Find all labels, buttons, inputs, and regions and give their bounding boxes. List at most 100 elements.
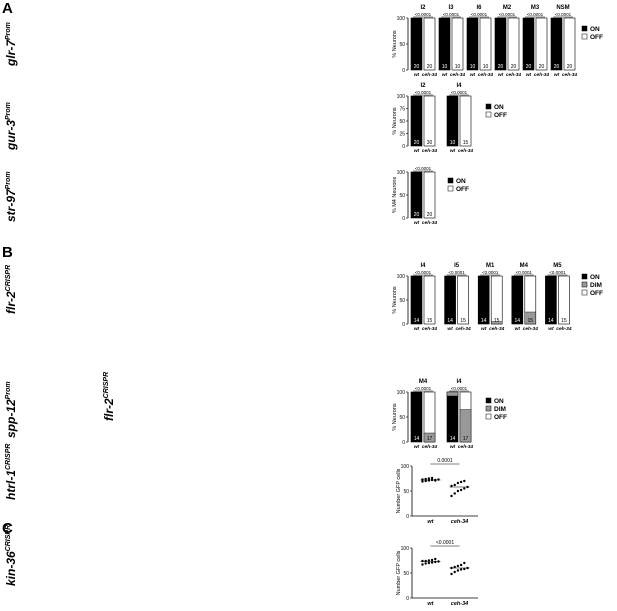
gene-name: kin-36: [4, 551, 18, 586]
bar-on: [411, 18, 422, 70]
bar-on: [439, 18, 450, 70]
bar-n-label: 17: [463, 436, 469, 442]
group-label: M4: [419, 379, 428, 385]
x-tick-label: wt: [450, 148, 456, 154]
p-value-label: <0.0001: [499, 12, 516, 17]
legend-label: OFF: [590, 290, 603, 297]
panel-label-c: C: [2, 520, 13, 537]
bar-off: [522, 17, 535, 71]
group-label: M4: [520, 263, 529, 269]
gene-superscript: CRISPR: [5, 264, 12, 292]
bar-on: [411, 276, 422, 324]
legend-label: ON: [494, 398, 504, 405]
data-point: [466, 566, 469, 570]
x-tick-label: ceh-34: [422, 326, 438, 332]
gene-label: flr-2CRISPR: [102, 372, 116, 421]
gene-superscript: CRISPR: [5, 524, 12, 552]
y-axis-label: Number GFP cells: [396, 468, 402, 513]
gene-label: gur-3Prom: [4, 102, 18, 150]
y-tick-label: 0: [402, 216, 405, 222]
bar-n-label: 30: [427, 140, 433, 146]
group-label: I5: [454, 263, 460, 269]
y-axis-label: % Neurons: [392, 107, 398, 134]
legend-swatch: [485, 405, 492, 412]
p-value-label: <0.0001: [451, 386, 468, 391]
gene-superscript: CRISPR: [103, 371, 110, 399]
bar-off: [423, 95, 436, 147]
legend-label: ON: [456, 178, 466, 185]
gene-superscript: Prom: [5, 102, 12, 120]
gene-label: flr-2CRISPR: [4, 265, 18, 314]
data-point: [424, 479, 427, 483]
bar-on: [447, 96, 458, 146]
bar-n-label: 20: [526, 64, 532, 70]
legend-swatch: [447, 177, 454, 184]
data-point: [434, 479, 437, 482]
x-tick-label: ceh-34: [455, 326, 471, 332]
bar-off: [479, 17, 492, 71]
bar-dim: [491, 321, 503, 325]
bar-off: [410, 17, 423, 71]
x-tick-label: ceh-34: [562, 72, 578, 78]
bar-off: [558, 275, 570, 325]
y-tick-label: 100: [397, 16, 406, 22]
bar-off: [410, 391, 423, 443]
y-tick-label: 100: [397, 170, 406, 176]
y-tick-label: 0: [402, 68, 405, 74]
legend-label: OFF: [494, 112, 507, 119]
bar-n-label: 10: [455, 64, 461, 70]
bar-off: [423, 391, 436, 443]
bar-on: [411, 172, 422, 218]
x-tick-label: ceh-34: [458, 444, 474, 450]
x-tick-label: ceh-34: [422, 72, 438, 78]
bar-on: [545, 276, 557, 324]
x-tick-label: wt: [548, 326, 554, 332]
bar-off: [444, 275, 456, 325]
x-tick-label: ceh-34: [506, 72, 522, 78]
bar-n-label: 20: [427, 212, 433, 218]
data-point: [456, 564, 460, 568]
x-tick-label: wt: [427, 519, 434, 525]
data-point: [450, 572, 453, 576]
data-point: [456, 489, 460, 493]
x-tick-label: wt: [414, 444, 420, 450]
data-point: [430, 561, 434, 564]
legend-swatch: [581, 273, 588, 280]
gene-superscript: CRISPR: [5, 443, 12, 470]
legend-label: ON: [494, 104, 504, 111]
data-point: [421, 478, 424, 481]
data-point: [424, 562, 427, 565]
p-value-label: <0.0001: [516, 270, 533, 275]
bar-n-label: 14: [414, 318, 420, 324]
gene-label: kin-36CRISPR: [4, 525, 18, 586]
gene-label: str-97Prom: [4, 171, 18, 222]
x-tick-label: wt: [515, 326, 521, 332]
legend-label: ON: [590, 274, 600, 281]
bar-n-label: 14: [548, 318, 554, 324]
y-tick-label: 0: [402, 440, 405, 446]
legend-swatch: [581, 281, 588, 288]
data-point: [434, 478, 437, 482]
data-point: [427, 561, 431, 565]
x-tick-label: wt: [470, 72, 476, 78]
group-label: I6: [476, 5, 482, 11]
data-point: [450, 484, 453, 488]
data-point: [450, 494, 453, 498]
x-tick-label: wt: [481, 326, 487, 332]
bar-off: [459, 391, 472, 443]
gene-label: htrl-1CRISPR: [4, 444, 18, 500]
data-point: [459, 480, 463, 484]
x-tick-label: wt: [450, 444, 456, 450]
data-point: [463, 567, 466, 571]
x-tick-label: wt: [526, 72, 532, 78]
bar-off: [477, 275, 490, 325]
group-label: I4: [420, 263, 426, 269]
data-point: [427, 479, 431, 482]
bar-off: [423, 275, 436, 325]
p-value-label: <0.0001: [415, 12, 432, 17]
bar-on: [511, 276, 523, 324]
group-label: I2: [420, 5, 426, 11]
bar-off: [446, 95, 459, 147]
